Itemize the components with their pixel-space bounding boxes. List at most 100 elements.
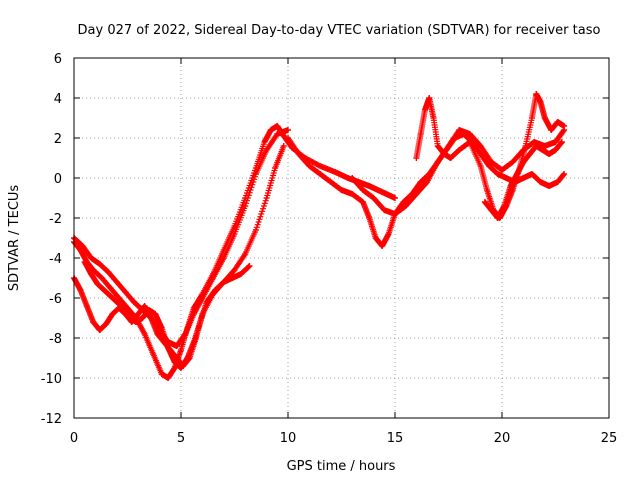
data-point — [513, 171, 520, 177]
data-point — [400, 199, 407, 205]
data-point — [501, 203, 508, 209]
data-point — [434, 159, 441, 165]
data-point — [499, 167, 505, 173]
data-point — [145, 307, 152, 313]
data-point — [366, 183, 373, 189]
data-point — [494, 215, 501, 221]
data-point — [148, 315, 155, 321]
data-point — [413, 155, 420, 161]
data-point — [165, 375, 172, 381]
data-point — [466, 131, 473, 137]
data-point — [392, 211, 398, 217]
data-point — [430, 115, 437, 121]
x-axis-label: GPS time / hours — [287, 459, 396, 474]
y-tick-label: -12 — [41, 412, 62, 427]
data-point — [561, 171, 568, 177]
data-point — [456, 127, 463, 133]
data-point — [274, 131, 281, 137]
y-tick-label: -6 — [49, 292, 62, 307]
data-point — [374, 187, 381, 193]
data-point — [552, 147, 559, 153]
data-point — [539, 147, 546, 153]
y-tick-label: -8 — [49, 332, 62, 347]
y-tick-label: -2 — [49, 212, 62, 227]
data-point — [252, 227, 259, 233]
data-point — [285, 127, 291, 133]
data-point — [77, 287, 84, 293]
data-point — [105, 269, 112, 275]
data-point — [526, 151, 533, 157]
data-point — [528, 115, 535, 121]
y-tick-label: 2 — [54, 132, 62, 147]
data-point — [115, 295, 122, 301]
data-point — [171, 365, 178, 371]
data-point — [327, 179, 334, 185]
data-point — [537, 99, 544, 105]
data-point — [126, 315, 133, 321]
data-point — [295, 151, 302, 157]
data-point — [477, 143, 484, 149]
data-point — [197, 319, 204, 325]
data-point — [220, 279, 227, 285]
y-tick-label: -4 — [49, 252, 62, 267]
data-point — [94, 281, 101, 287]
data-point — [402, 203, 409, 209]
series-track-8 — [481, 139, 565, 221]
plus-marker-trail — [413, 91, 568, 221]
data-point — [229, 275, 236, 281]
data-point — [90, 319, 97, 325]
data-point — [120, 305, 127, 311]
data-point — [190, 311, 197, 317]
data-point — [531, 139, 538, 145]
data-point — [561, 123, 568, 129]
data-point — [109, 311, 116, 317]
y-axis-label: SDTVAR / TECUs — [7, 185, 22, 292]
data-point — [332, 169, 339, 175]
x-tick-label: 25 — [601, 431, 618, 446]
data-point — [456, 147, 463, 153]
data-point — [280, 143, 287, 149]
data-point — [83, 303, 90, 309]
data-point — [274, 123, 281, 129]
data-point — [242, 251, 249, 257]
data-point — [154, 331, 161, 337]
data-point — [79, 243, 86, 249]
data-point — [359, 187, 366, 193]
data-point — [507, 183, 514, 189]
data-point — [445, 143, 452, 149]
data-point — [158, 371, 165, 377]
data-point — [81, 259, 88, 265]
data-point — [178, 347, 184, 353]
data-point — [141, 331, 148, 337]
y-tick-label: 0 — [54, 172, 62, 187]
data-marks — [71, 91, 568, 381]
data-point — [246, 263, 253, 269]
plus-marker-trail — [71, 123, 398, 381]
data-point — [178, 365, 184, 371]
data-point — [338, 187, 345, 193]
data-point — [237, 271, 244, 277]
data-point — [133, 319, 140, 325]
series-track-6 — [349, 127, 568, 217]
data-point — [383, 191, 390, 197]
data-point — [552, 139, 559, 145]
data-point — [267, 127, 274, 133]
x-tick-label: 5 — [177, 431, 185, 446]
data-point — [210, 275, 217, 281]
data-point — [88, 271, 95, 277]
data-point — [372, 235, 379, 241]
data-point — [441, 151, 448, 157]
data-point — [417, 179, 424, 185]
data-point — [263, 147, 270, 153]
data-point — [417, 131, 424, 137]
data-point — [171, 359, 178, 365]
data-point — [488, 159, 495, 165]
data-point — [150, 351, 157, 357]
data-point — [424, 179, 431, 185]
axis-ticks: 0 5 10 15 20 25 -12 -10 -8 -6 -4 -2 0 2 4 6 — [41, 52, 618, 446]
grid — [74, 58, 609, 418]
data-point — [220, 255, 227, 261]
series-track-4 — [81, 259, 253, 371]
data-point — [385, 231, 392, 237]
